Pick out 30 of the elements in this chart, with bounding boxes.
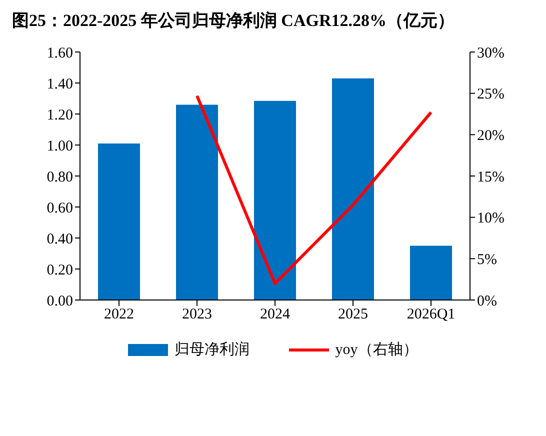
legend-label: 归母净利润 [174,340,250,359]
y-tick-label: 1.40 [46,76,73,92]
y-tick-label: 1.00 [46,138,73,154]
line-series [196,94,432,285]
y2-tick-label: 30% [477,45,504,62]
y-tick-label: 0.80 [46,169,73,186]
y-tick-label: 1.60 [46,45,73,62]
x-tick-label: 2023 [182,306,212,323]
y2-tick-label: 15% [477,169,504,186]
bar [332,78,374,300]
y-tick-label: 0.40 [46,231,73,248]
bar [410,246,452,300]
x-tick-label: 2024 [260,306,290,323]
y-tick-label: 0.20 [46,262,73,278]
chart-title: 图25：2022-2025 年公司归母净利润 CAGR12.28%（亿元） [11,10,456,32]
y2-tick-label: 0% [477,293,497,310]
bar [98,143,140,300]
y-tick-label: 0.60 [46,200,73,216]
bar [254,100,296,300]
x-tick-label: 2022 [104,306,134,323]
bar [176,104,218,300]
x-tick-label: 2026Q1 [406,306,456,323]
y-tick-label: 0.00 [46,293,73,310]
x-tick-label: 2025 [338,306,368,323]
y2-tick-label: 5% [477,252,497,268]
y2-tick-label: 20% [477,128,504,144]
y2-tick-label: 10% [477,210,504,227]
y-tick-label: 1.20 [46,107,73,124]
legend-label: yoy（右轴） [335,340,418,359]
y2-tick-label: 25% [477,86,504,103]
